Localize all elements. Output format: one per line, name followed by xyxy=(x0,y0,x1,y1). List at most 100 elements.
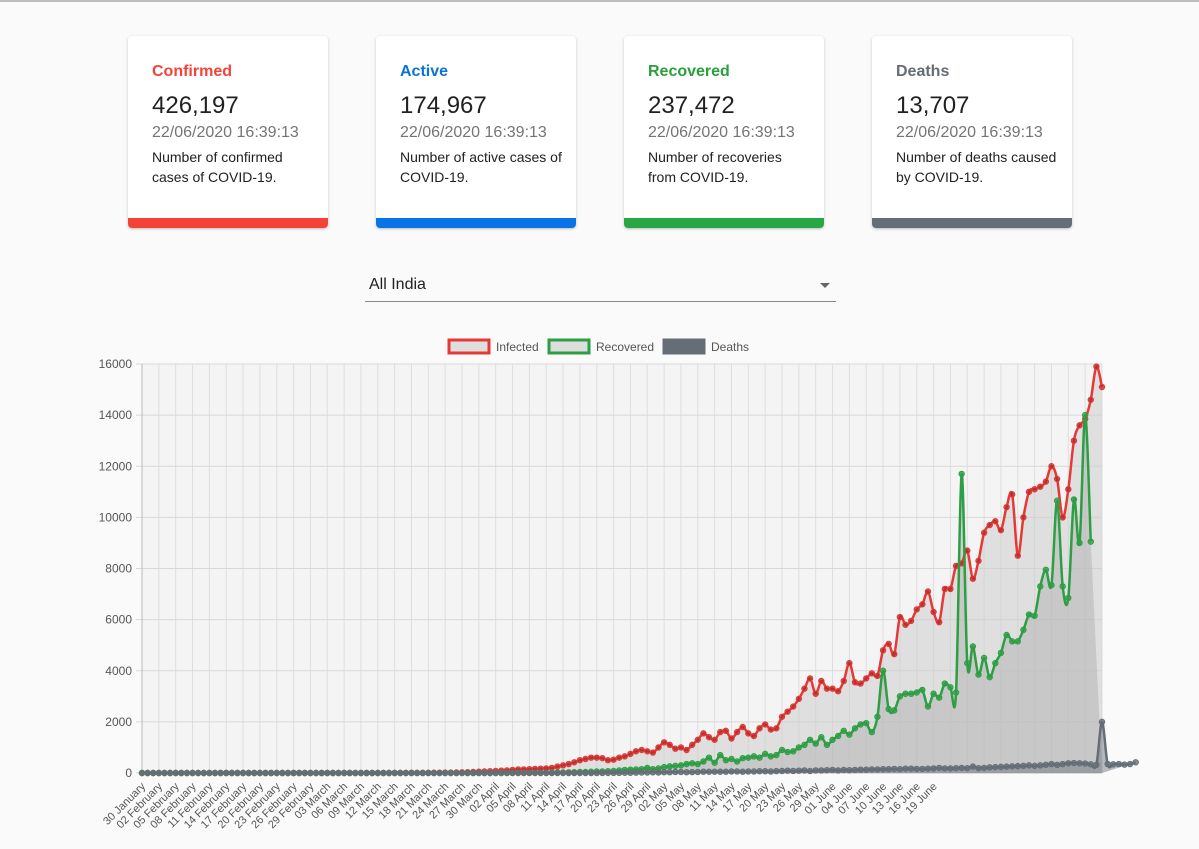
data-point xyxy=(627,769,634,776)
data-point xyxy=(941,585,949,593)
data-point xyxy=(885,705,892,713)
data-point xyxy=(761,721,769,728)
data-point xyxy=(1031,612,1038,619)
data-point xyxy=(441,769,449,776)
data-point xyxy=(514,769,522,777)
y-tick-label: 6000 xyxy=(105,613,132,627)
x-tick-label: 07 June xyxy=(836,781,872,817)
data-point xyxy=(374,769,381,777)
x-tick-label: 08 February xyxy=(148,780,199,831)
card-color-bar xyxy=(624,218,824,228)
data-point xyxy=(228,769,236,777)
data-point xyxy=(722,727,730,735)
data-point xyxy=(879,667,887,674)
data-point xyxy=(475,768,483,775)
x-tick-label: 09 March xyxy=(326,781,367,822)
data-point xyxy=(526,769,533,777)
data-point xyxy=(756,725,763,732)
data-point xyxy=(980,764,988,772)
data-point xyxy=(1031,762,1038,770)
card-title: Deaths xyxy=(896,63,950,80)
x-tick-label: 04 June xyxy=(819,781,855,817)
data-point xyxy=(1115,760,1123,768)
data-point xyxy=(318,769,325,777)
data-point xyxy=(239,769,247,777)
data-point xyxy=(801,685,808,692)
x-tick-label: 14 April xyxy=(535,781,569,815)
data-point xyxy=(688,760,696,767)
data-point xyxy=(784,767,791,774)
data-point xyxy=(958,764,965,772)
data-point xyxy=(1065,486,1072,493)
data-point xyxy=(559,769,567,777)
data-point xyxy=(1081,415,1089,423)
data-point xyxy=(1037,483,1044,490)
card-description: Number of confirmed cases of COVID-19. xyxy=(152,149,283,185)
data-point xyxy=(380,769,387,777)
data-point xyxy=(486,768,494,775)
data-point xyxy=(402,769,410,777)
data-point xyxy=(975,557,982,565)
data-point xyxy=(503,767,511,774)
data-point xyxy=(649,765,657,773)
top-divider xyxy=(0,0,1199,2)
series-points-recovered xyxy=(138,411,1094,777)
region-select-value: All India xyxy=(369,276,426,293)
data-point xyxy=(615,769,623,777)
data-point xyxy=(340,769,348,777)
data-point xyxy=(829,736,836,743)
data-point xyxy=(829,685,836,692)
data-point xyxy=(273,769,280,777)
data-point xyxy=(436,769,443,777)
data-point xyxy=(812,740,819,747)
data-point xyxy=(655,744,662,751)
data-point xyxy=(273,769,280,777)
data-point xyxy=(548,769,556,777)
data-point xyxy=(952,689,960,696)
data-point xyxy=(183,769,191,777)
data-point xyxy=(447,769,454,777)
data-point xyxy=(1008,638,1016,645)
data-point xyxy=(672,745,679,752)
data-point xyxy=(1053,761,1061,769)
data-point xyxy=(621,753,629,760)
data-point xyxy=(902,765,909,772)
data-point xyxy=(256,769,264,777)
data-point xyxy=(425,769,432,777)
data-point xyxy=(801,741,808,749)
data-point xyxy=(700,730,707,737)
data-point xyxy=(846,659,853,667)
data-point xyxy=(363,769,370,777)
data-point xyxy=(997,526,1005,534)
data-point xyxy=(902,621,909,628)
data-point xyxy=(801,767,808,774)
data-point xyxy=(352,769,359,777)
data-point xyxy=(301,769,309,777)
data-point xyxy=(262,769,269,777)
data-point xyxy=(284,769,292,777)
data-point xyxy=(166,769,174,777)
data-point xyxy=(1020,514,1027,521)
data-point xyxy=(183,769,191,777)
data-point xyxy=(565,769,572,776)
data-point xyxy=(430,769,438,777)
x-tick-label: 08 May xyxy=(670,780,704,814)
data-point xyxy=(851,725,859,732)
region-select[interactable]: All India xyxy=(365,270,836,302)
data-point xyxy=(1025,762,1033,769)
data-point xyxy=(1098,718,1106,726)
data-point xyxy=(413,769,421,777)
data-point xyxy=(1059,583,1066,590)
data-point xyxy=(638,746,645,754)
x-tick-label: 05 February xyxy=(131,780,182,831)
chevron-down-icon[interactable] xyxy=(820,283,830,288)
data-point xyxy=(385,769,393,777)
x-tick-label: 23 May xyxy=(754,780,788,814)
data-point xyxy=(632,769,640,776)
x-tick-label: 23 April xyxy=(585,781,619,815)
data-point xyxy=(408,769,415,777)
data-point xyxy=(694,768,701,776)
data-point xyxy=(739,754,746,762)
data-point xyxy=(604,757,612,764)
data-point xyxy=(520,769,527,777)
